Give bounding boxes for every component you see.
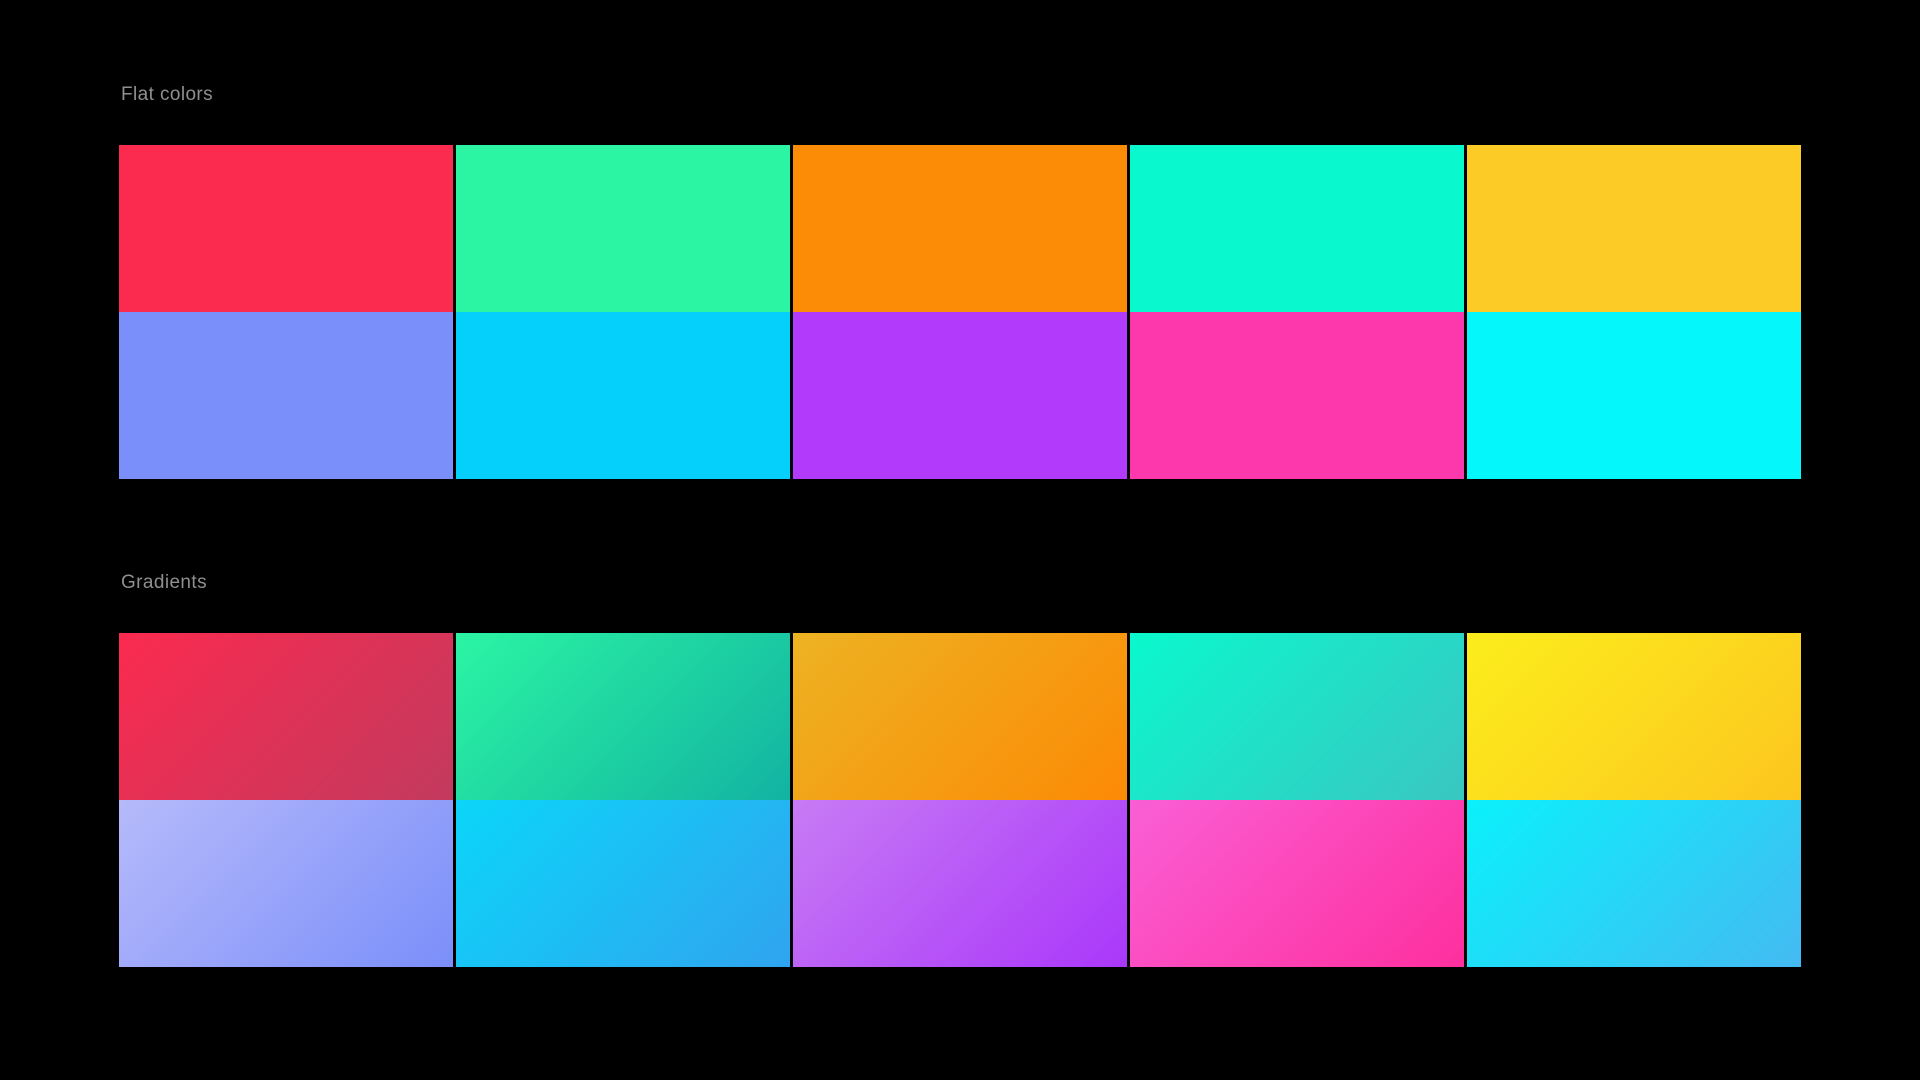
gradient-swatch-yellow[interactable] [1467, 633, 1801, 800]
flat-swatch-purple[interactable] [793, 312, 1127, 479]
flat-colors-grid [119, 145, 1801, 479]
gradients-section: Gradients [119, 572, 1801, 967]
gradient-swatch-purple[interactable] [793, 800, 1127, 967]
gradient-swatch-periwinkle[interactable] [119, 800, 453, 967]
gradient-swatch-spring-green[interactable] [456, 633, 790, 800]
gradient-swatch-hot-pink[interactable] [1130, 800, 1464, 967]
flat-swatch-periwinkle[interactable] [119, 312, 453, 479]
flat-swatch-hot-pink[interactable] [1130, 312, 1464, 479]
gradient-swatch-turquoise[interactable] [1130, 633, 1464, 800]
flat-colors-section: Flat colors [119, 84, 1801, 479]
gradient-swatch-red[interactable] [119, 633, 453, 800]
flat-swatch-cyan[interactable] [1467, 312, 1801, 479]
gradient-swatch-orange[interactable] [793, 633, 1127, 800]
gradients-grid [119, 633, 1801, 967]
gradient-swatch-sky-cyan[interactable] [456, 800, 790, 967]
flat-swatch-sky-cyan[interactable] [456, 312, 790, 479]
gradients-title: Gradients [121, 572, 207, 593]
gradient-swatch-cyan[interactable] [1467, 800, 1801, 967]
flat-colors-title: Flat colors [121, 84, 214, 105]
flat-swatch-turquoise[interactable] [1130, 145, 1464, 312]
flat-swatch-spring-green[interactable] [456, 145, 790, 312]
flat-swatch-yellow[interactable] [1467, 145, 1801, 312]
flat-swatch-red[interactable] [119, 145, 453, 312]
flat-swatch-orange[interactable] [793, 145, 1127, 312]
